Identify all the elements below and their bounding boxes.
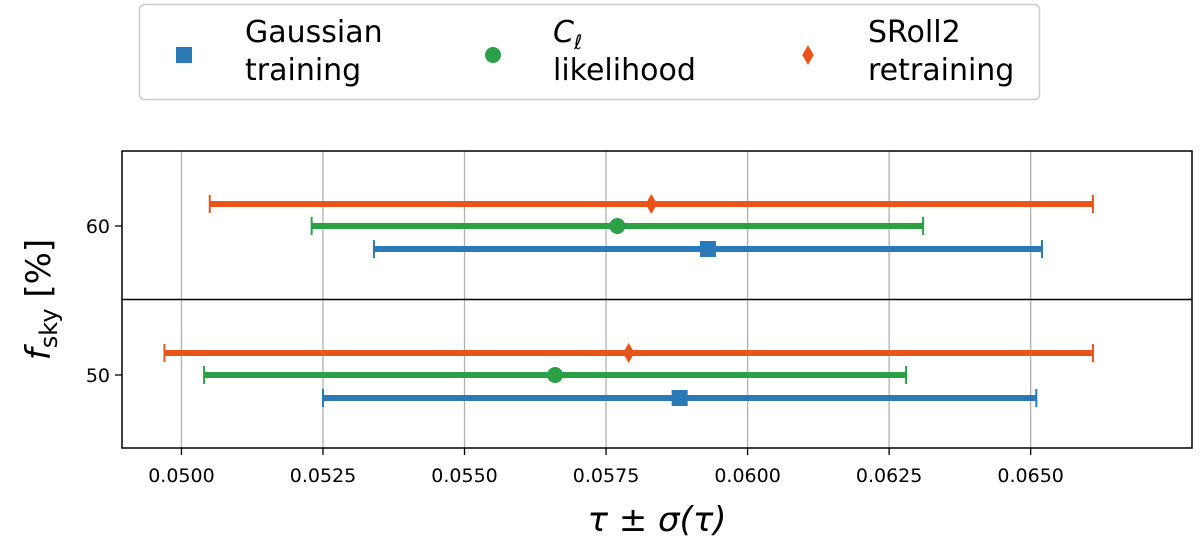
legend-label-gaussian-line2: training	[245, 53, 361, 88]
x-axis: 0.0500 0.0525 0.0550 0.0575 0.0600 0.0625 0.06…	[148, 448, 1064, 540]
legend-box	[138, 3, 1041, 101]
y-axis-label: fsky [%]	[19, 239, 63, 360]
point-50-sroll2	[622, 343, 635, 363]
errorbar-60-cl	[310, 217, 925, 235]
legend-label-sroll2-line2: retraining	[868, 53, 1014, 88]
errorbar-60-sroll2	[208, 194, 1094, 214]
x-tick-label-3: 0.0575	[573, 465, 639, 487]
legend-label-sroll2-line1: SRoll2	[868, 15, 961, 50]
x-tick-label-6: 0.0650	[997, 465, 1063, 487]
y-axis: 60 50 fsky [%]	[19, 216, 122, 387]
y-tick-label-60: 60	[86, 216, 110, 238]
point-60-cl	[609, 218, 626, 234]
legend-marker-gaussian	[176, 47, 192, 63]
legend-label-gaussian-line1: Gaussian	[245, 15, 383, 50]
point-50-gaussian	[671, 390, 688, 406]
errorbar-60-gaussian	[372, 240, 1043, 258]
x-tick-label-2: 0.0550	[431, 465, 497, 487]
x-tick-label-1: 0.0525	[290, 465, 356, 487]
x-axis-label: τ ± σ(τ)	[587, 500, 726, 540]
errorbar-50-gaussian	[321, 389, 1038, 407]
errorbar-50-cl	[203, 366, 908, 384]
point-50-cl	[547, 367, 564, 383]
point-60-gaussian	[699, 241, 716, 257]
x-tick-label-0: 0.0500	[148, 465, 214, 487]
legend-label-cl-line2: likelihood	[553, 53, 696, 88]
legend-marker-cl	[485, 47, 501, 63]
legend-label-cl-line1: Cℓ	[553, 15, 582, 54]
errorbar-50-sroll2	[163, 343, 1094, 363]
plot-area	[121, 150, 1193, 449]
legend-marker-sroll2	[802, 45, 814, 65]
x-tick-label-4: 0.0600	[714, 465, 780, 487]
point-60-sroll2	[645, 194, 658, 214]
x-tick-label-5: 0.0625	[856, 465, 922, 487]
y-tick-label-50: 50	[86, 365, 110, 387]
